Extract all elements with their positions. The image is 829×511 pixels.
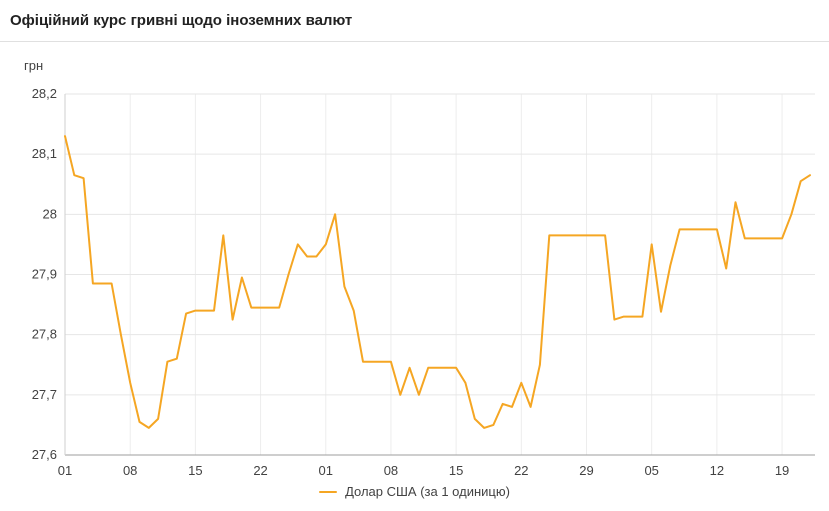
x-axis-tick-label: 22 bbox=[253, 463, 267, 478]
x-axis-tick-label: 05 bbox=[644, 463, 658, 478]
page-title: Офіційний курс гривні щодо іноземних вал… bbox=[10, 12, 353, 29]
y-axis-tick-label: 27,8 bbox=[32, 327, 57, 342]
x-axis-tick-label: 19 bbox=[775, 463, 789, 478]
y-axis-tick-label: 28,2 bbox=[32, 86, 57, 101]
x-axis-tick-label: 08 bbox=[123, 463, 137, 478]
usd-rate-line[interactable] bbox=[64, 135, 811, 429]
x-axis-tick-label: 29 bbox=[579, 463, 593, 478]
y-axis-tick-label: 28 bbox=[43, 206, 57, 221]
x-axis-tick-label: 12 bbox=[710, 463, 724, 478]
legend-item-usd[interactable]: Долар США (за 1 одиницю) bbox=[345, 484, 510, 499]
y-axis-unit-label: грн bbox=[24, 58, 44, 73]
x-axis-tick-label: 01 bbox=[58, 463, 72, 478]
legend-line-swatch bbox=[319, 490, 338, 493]
page-header: Офіційний курс гривні щодо іноземних вал… bbox=[0, 0, 829, 42]
x-axis-tick-label: 15 bbox=[188, 463, 202, 478]
x-axis-tick-label: 15 bbox=[449, 463, 463, 478]
x-axis-tick-label: 01 bbox=[319, 463, 333, 478]
x-axis-tick-label: 08 bbox=[384, 463, 398, 478]
y-axis-tick-label: 27,7 bbox=[32, 387, 57, 402]
y-axis-tick-label: 27,9 bbox=[32, 267, 57, 282]
y-axis-tick-label: 28,1 bbox=[32, 146, 57, 161]
x-axis-tick-label: 22 bbox=[514, 463, 528, 478]
y-axis-tick-label: 27,6 bbox=[32, 447, 57, 462]
chart-legend: Долар США (за 1 одиницю) bbox=[0, 484, 829, 499]
